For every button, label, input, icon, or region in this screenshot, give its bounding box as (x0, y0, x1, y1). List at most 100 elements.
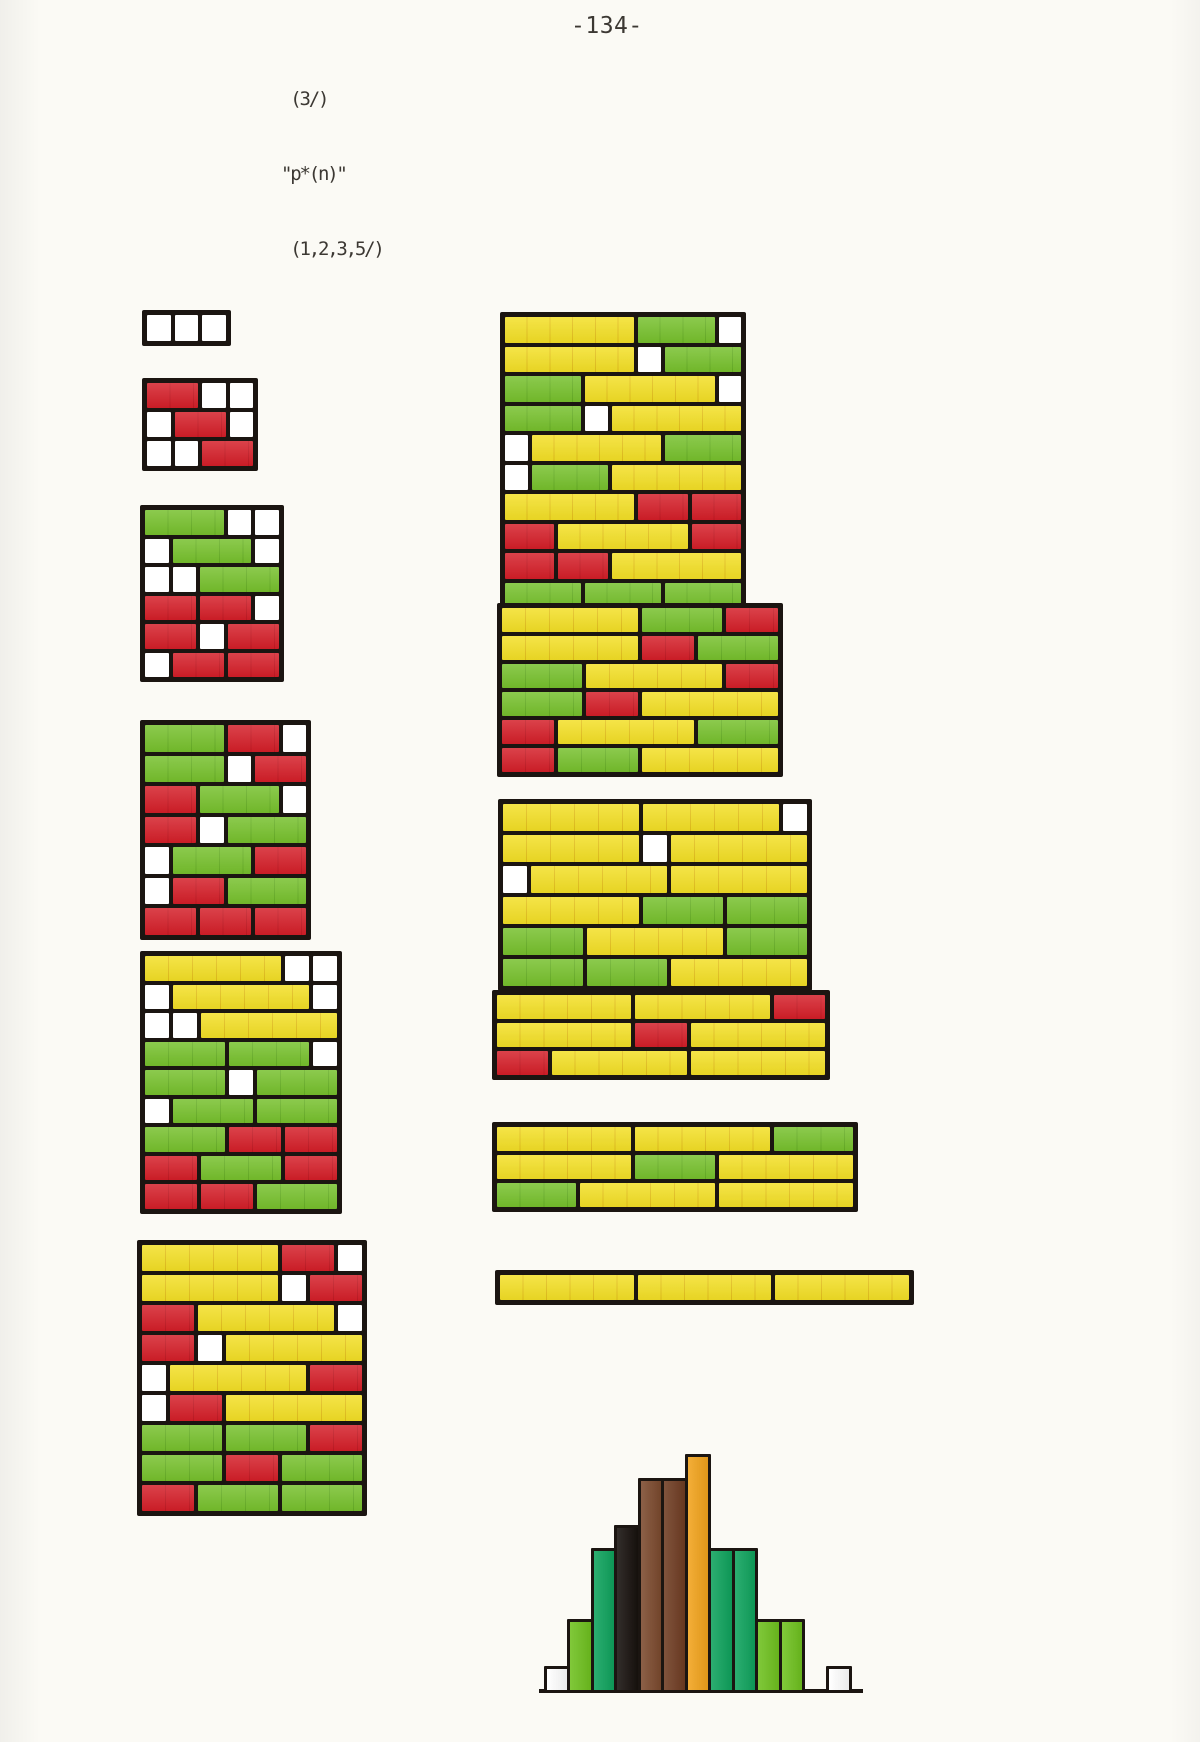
part-3-block (145, 755, 224, 782)
part-5-block (671, 835, 807, 862)
part-3-block (505, 405, 582, 431)
part-3-block (502, 664, 582, 688)
part-5-block (145, 956, 281, 981)
part-3-block (698, 720, 778, 744)
part-1-block (147, 441, 171, 466)
part-3-block (665, 346, 742, 372)
part-1-block (338, 1305, 362, 1331)
part-5-block (201, 1013, 337, 1038)
part-2-block (255, 847, 306, 874)
part-2-block (145, 1155, 197, 1180)
part-3-block (172, 538, 251, 563)
part-3-block (226, 1425, 306, 1451)
part-5-block (226, 1335, 362, 1361)
part-1-block (255, 538, 279, 563)
part-1-block (142, 1395, 166, 1421)
part-5-block (497, 1127, 632, 1151)
part-5-block (585, 376, 715, 402)
composition-diagram-n12 (492, 990, 831, 1080)
part-5-block (198, 1305, 334, 1331)
part-3-block (229, 1041, 309, 1066)
part-1-block (142, 1365, 166, 1391)
part-2-block (172, 652, 224, 677)
part-1-block (202, 383, 226, 408)
part-5-block (643, 804, 779, 831)
part-2-block (145, 1184, 197, 1209)
part-3-block (502, 692, 582, 716)
part-3-block (282, 1485, 362, 1511)
part-2-block (310, 1275, 362, 1301)
part-3-block (531, 464, 608, 490)
part-3-block (200, 786, 279, 813)
part-5-block (505, 346, 635, 372)
part-1-block (147, 315, 171, 341)
part-1-block (147, 412, 171, 437)
part-2-block (502, 720, 554, 744)
part-2-block (174, 412, 226, 437)
annotation-line-1: (3/) (281, 88, 329, 110)
part-3-block (145, 1041, 225, 1066)
histogram-bar-n13 (778, 1618, 805, 1693)
part-3-block (142, 1425, 222, 1451)
part-5-block (635, 1127, 770, 1151)
part-1-block (172, 567, 196, 592)
part-5-block (690, 1051, 826, 1075)
histogram-bar-n7 (637, 1477, 664, 1693)
part-1-block (585, 405, 608, 431)
part-5-block (500, 1275, 634, 1300)
part-2-block (638, 494, 688, 520)
part-1-block (145, 538, 169, 563)
part-3-block (505, 376, 582, 402)
part-5-block (611, 405, 742, 431)
part-5-block (503, 804, 639, 831)
part-1-block (255, 510, 279, 535)
annotation-line-3: (1,2,3,5/) (281, 238, 385, 260)
part-3-block (698, 636, 778, 660)
histogram-bar-n15 (825, 1665, 852, 1693)
part-5-block (718, 1183, 853, 1207)
part-2-block (255, 755, 306, 782)
part-1-block (145, 847, 169, 874)
part-1-block (313, 984, 337, 1009)
part-3-block (198, 1485, 278, 1511)
part-1-block (229, 1070, 253, 1095)
page-number: -134- (571, 13, 643, 39)
part-1-block (227, 755, 251, 782)
part-2-block (142, 1335, 194, 1361)
part-3-block (642, 608, 722, 632)
part-2-block (505, 553, 555, 579)
part-5-block (637, 1275, 771, 1300)
part-1-block (198, 1335, 222, 1361)
part-5-block (558, 720, 694, 744)
part-3-block (587, 959, 667, 986)
part-5-block (635, 995, 770, 1019)
part-1-block (338, 1245, 362, 1271)
part-3-block (145, 510, 224, 535)
part-3-block (727, 897, 807, 924)
part-1-block (783, 804, 807, 831)
part-5-block (690, 1023, 826, 1047)
part-1-block (200, 624, 224, 649)
part-2-block (229, 1127, 281, 1152)
part-2-block (310, 1425, 362, 1451)
part-1-block (145, 652, 169, 677)
part-3-block (635, 1155, 715, 1179)
part-3-block (773, 1127, 853, 1151)
part-1-block (282, 786, 306, 813)
part-1-block (282, 1275, 306, 1301)
part-5-block (611, 553, 742, 579)
part-5-block (503, 897, 639, 924)
part-1-block (718, 376, 742, 402)
part-1-block (638, 346, 662, 372)
composition-diagram-n4 (142, 378, 258, 471)
histogram-bar-n12 (755, 1618, 782, 1693)
part-2-block (285, 1155, 337, 1180)
part-3-block (257, 1184, 337, 1209)
part-5-block (531, 435, 662, 461)
part-5-block (497, 995, 632, 1019)
part-5-block (611, 464, 742, 490)
part-2-block (201, 1184, 253, 1209)
part-5-block (580, 1183, 715, 1207)
part-1-block (282, 725, 306, 752)
part-2-block (642, 636, 694, 660)
